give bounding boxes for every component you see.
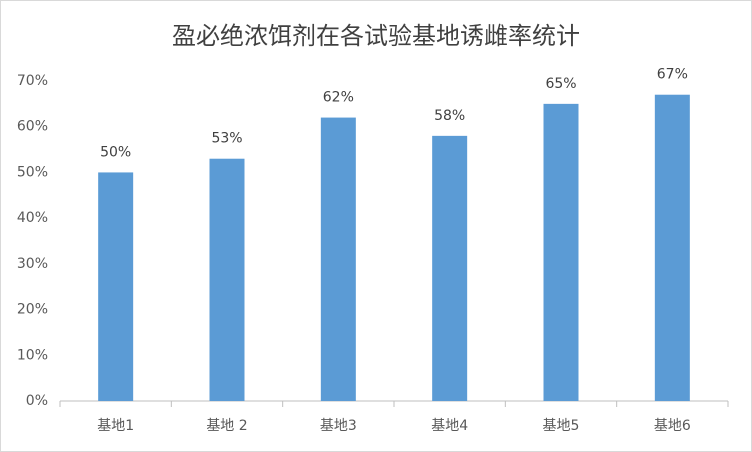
y-tick-label: 60% — [17, 119, 48, 135]
y-tick-label: 50% — [17, 164, 48, 180]
bar — [654, 94, 690, 401]
x-tick-label: 基地1 — [97, 417, 134, 434]
bar — [320, 117, 356, 402]
x-tick-label: 基地6 — [654, 417, 691, 434]
y-tick-label: 0% — [26, 393, 48, 409]
y-tick-label: 20% — [17, 302, 48, 318]
value-label: 62% — [323, 90, 354, 106]
bar — [432, 135, 468, 401]
x-tick-label: 基地5 — [543, 417, 580, 434]
value-label: 67% — [657, 67, 688, 83]
y-tick-label: 30% — [17, 256, 48, 272]
y-tick-label: 10% — [17, 347, 48, 363]
bar — [209, 158, 245, 401]
bar — [543, 103, 579, 401]
chart-title: 盈必绝浓饵剂在各试验基地诱雌率统计 — [172, 22, 580, 50]
value-label: 65% — [545, 76, 576, 92]
x-tick-label: 基地 2 — [206, 417, 247, 434]
bar — [98, 172, 134, 401]
value-label: 53% — [211, 131, 242, 147]
y-tick-label: 70% — [17, 73, 48, 89]
x-tick-label: 基地4 — [431, 417, 468, 434]
x-tick-label: 基地3 — [320, 417, 357, 434]
value-label: 58% — [434, 108, 465, 124]
y-tick-label: 40% — [17, 210, 48, 226]
value-label: 50% — [100, 144, 131, 160]
